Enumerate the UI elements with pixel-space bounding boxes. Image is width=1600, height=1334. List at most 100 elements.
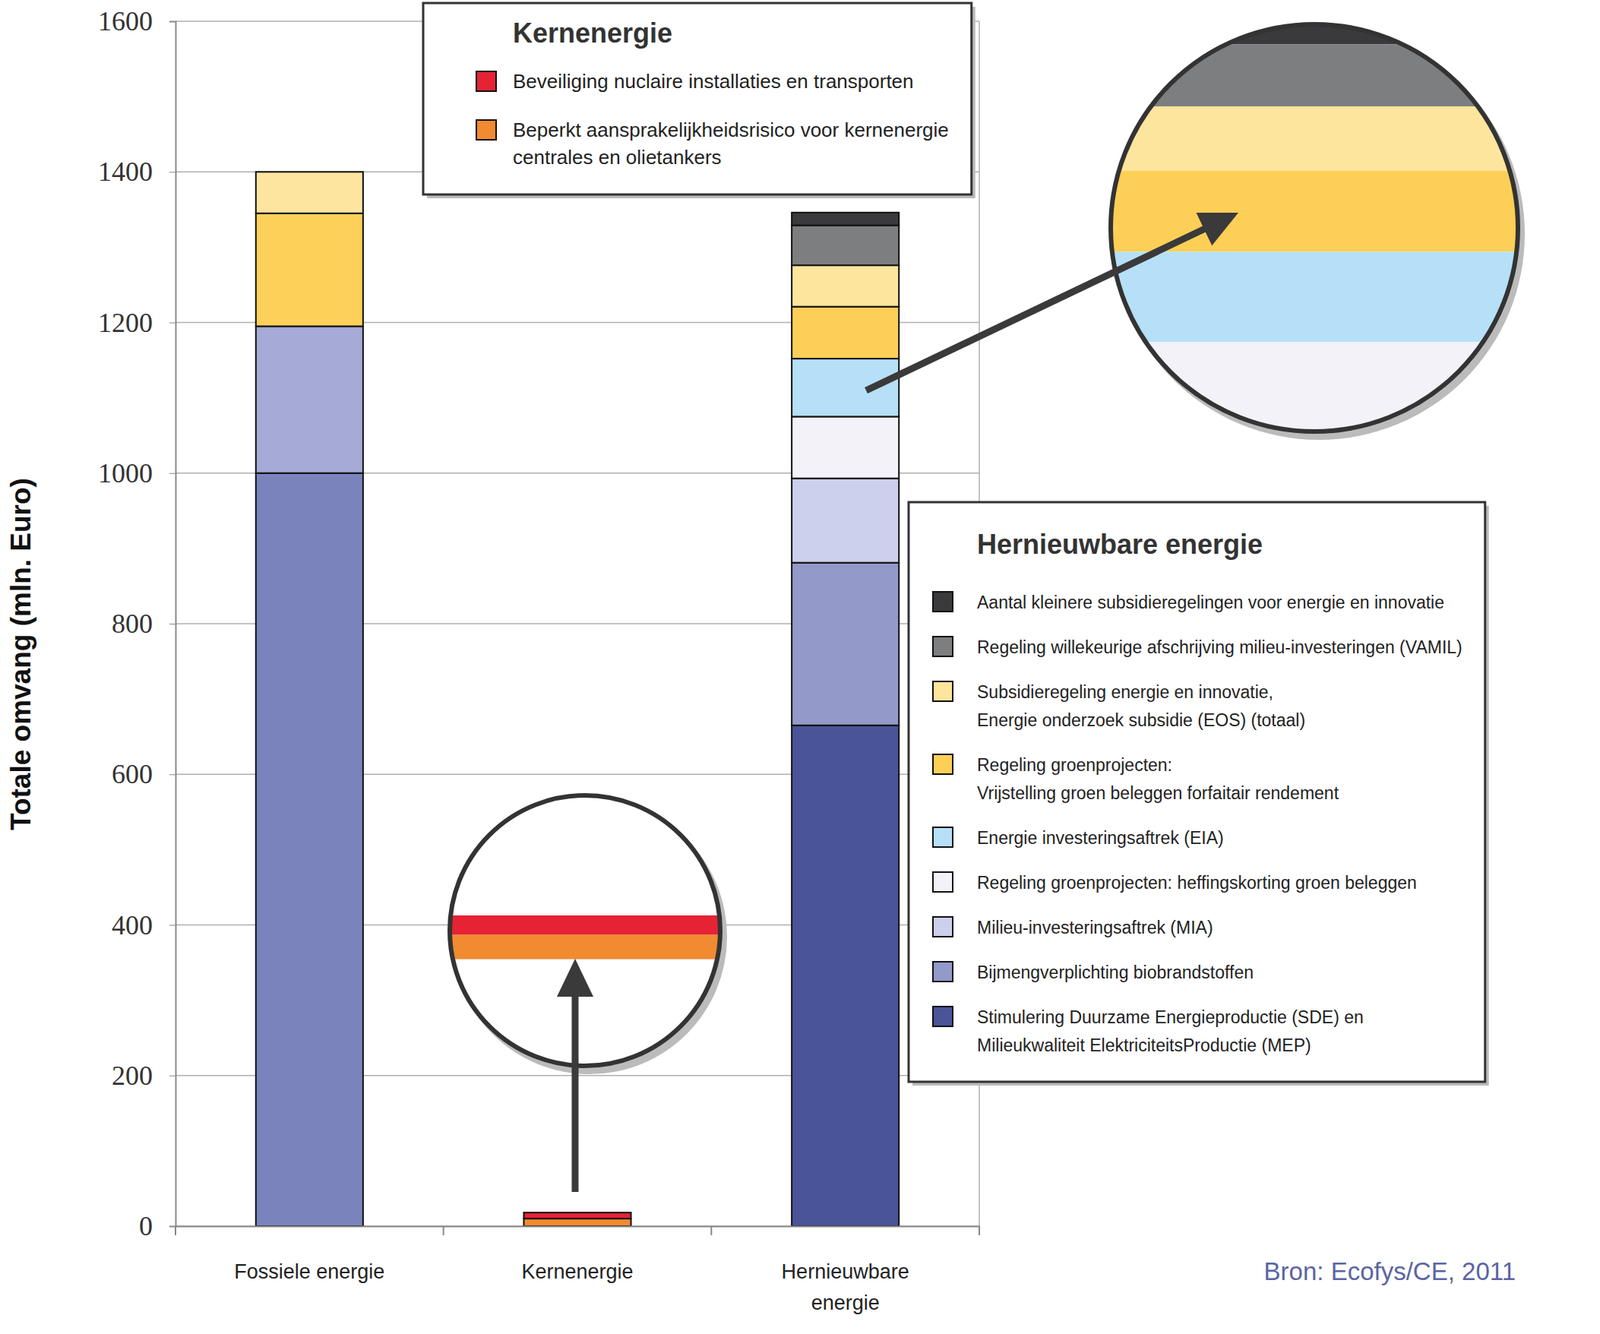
bar-segment: [256, 213, 364, 327]
tick-label: 1200: [98, 307, 153, 339]
tick-mark: [169, 171, 176, 173]
tick: 1200: [98, 307, 176, 339]
tick-mark: [169, 925, 176, 927]
bars: [256, 171, 899, 1227]
legend-label: Milieu-investeringsaftrek (MIA): [977, 917, 1214, 938]
y-axis: 0 200 400 600 800 1000 1200 1400 1600: [98, 6, 177, 1242]
tick-mark: [169, 322, 176, 324]
legend-title: Kernenergie: [512, 17, 673, 49]
legend-label: Subsidieregeling energie en innovatie,En…: [977, 682, 1306, 731]
arrow-line: [572, 987, 579, 1193]
axis-title: Totale omvang (mln. Euro): [5, 477, 37, 831]
legend-label: Regeling groenprojecten: heffingskorting…: [977, 872, 1417, 893]
tick: 800: [111, 608, 176, 639]
zoom-background: [449, 795, 721, 1066]
arrow-head: [556, 958, 594, 997]
legend-box: [423, 3, 972, 195]
zoom-band: [1110, 251, 1518, 342]
tick-label: 200: [111, 1060, 153, 1091]
zoom-band: [1110, 24, 1518, 45]
zoom-circle: [1110, 24, 1525, 440]
zoom-band: [1110, 341, 1518, 432]
tick: 600: [111, 758, 176, 790]
legend-label: Stimulering Duurzame Energieproductie (S…: [977, 1007, 1364, 1056]
tick: Kernenergie: [521, 1226, 633, 1284]
tick-mark: [169, 21, 176, 23]
grid: [175, 21, 980, 1227]
bar-segment: [256, 473, 364, 1227]
arrow: [866, 212, 1239, 391]
bar-segment: [791, 306, 899, 359]
bar-segment: [791, 416, 899, 478]
legend-box: [908, 502, 1486, 1082]
axis-line: [176, 1226, 981, 1228]
legend: Hernieuwbare energie Aantal kleinere subs…: [908, 502, 1490, 1086]
zoom-background: [1110, 24, 1518, 432]
zoom-outline: [1110, 24, 1518, 432]
arrow-line: [866, 225, 1212, 391]
x-axis: Fossiele energie Kernenergie Hernieuwbaree…: [176, 1226, 981, 1315]
legend-swatch: [932, 961, 953, 982]
tick-mark: [169, 623, 176, 625]
tick-label: Kernenergie: [521, 1260, 633, 1284]
legend-swatch: [932, 681, 953, 702]
source: Bron: Ecofys/CE, 2011: [1264, 1257, 1516, 1286]
tick-mark: [169, 774, 176, 775]
tick-label: 600: [111, 758, 153, 790]
legend-label: Energie investeringsaftrek (EIA): [977, 828, 1224, 848]
tick: Hernieuwbareenergie: [781, 1226, 910, 1315]
tick-label: 1000: [98, 458, 153, 489]
legend-swatch: [932, 916, 953, 937]
legend-swatch: [932, 872, 953, 892]
arrow: [556, 958, 594, 1193]
tick: 1400: [98, 156, 176, 187]
zoom-band: [449, 915, 721, 936]
tick: 1600: [98, 6, 176, 37]
tick: 0: [139, 1211, 176, 1242]
zoom-band: [1110, 170, 1518, 252]
arrow-head: [1196, 212, 1239, 246]
legend-swatch: [476, 120, 497, 140]
tick-label: 400: [111, 910, 153, 941]
bar-segment: [791, 725, 899, 1227]
legend-label: Bijmengverplichting biobrandstoffen: [977, 962, 1254, 983]
bar-segment: [791, 225, 899, 266]
axis-line: [169, 22, 177, 1227]
category-separator: [442, 1226, 445, 1236]
bar-segment: [523, 1218, 631, 1227]
tick-mark: [169, 1226, 176, 1227]
legend-swatch: [932, 1006, 953, 1027]
tick: 400: [111, 910, 176, 941]
legend-swatch: [932, 636, 953, 657]
category-separator: [710, 1226, 712, 1236]
bar-segment: [791, 478, 899, 563]
bar-segment: [256, 325, 364, 473]
zoom-outline: [449, 795, 721, 1066]
bar-segment: [791, 358, 899, 417]
tick: 1000: [98, 458, 176, 489]
tick-mark: [169, 473, 176, 475]
tick-label: 0: [139, 1211, 153, 1242]
tick-mark: [169, 1075, 176, 1077]
category-separator: [174, 1226, 177, 1236]
bar-segment: [256, 171, 364, 214]
bar-segment: [791, 562, 899, 726]
bar-segment: [791, 265, 899, 307]
legend-swatch: [932, 754, 953, 775]
bar-segment: [791, 212, 899, 226]
tick-label: 800: [111, 608, 153, 639]
zoom-band: [449, 935, 721, 960]
legend-swatch: [932, 827, 953, 848]
tick: 200: [111, 1060, 176, 1091]
legend-label: Aantal kleinere subsidieregelingen voor …: [977, 592, 1445, 613]
bar-segment: [523, 1212, 631, 1219]
legend-label: Beveiliging nuclaire installaties en tra…: [512, 69, 914, 93]
legend-label: Regeling willekeurige afschrijving milie…: [977, 637, 1463, 658]
legend-title: Hernieuwbare energie: [977, 528, 1263, 560]
tick-label: 1600: [98, 6, 153, 37]
tick: Fossiele energie: [233, 1226, 385, 1284]
category-separator: [978, 1226, 981, 1236]
legend-label: Regeling groenprojecten:Vrijstelling gro…: [977, 755, 1340, 804]
zoom-band: [1110, 106, 1518, 171]
zoom-circle: [449, 795, 728, 1075]
